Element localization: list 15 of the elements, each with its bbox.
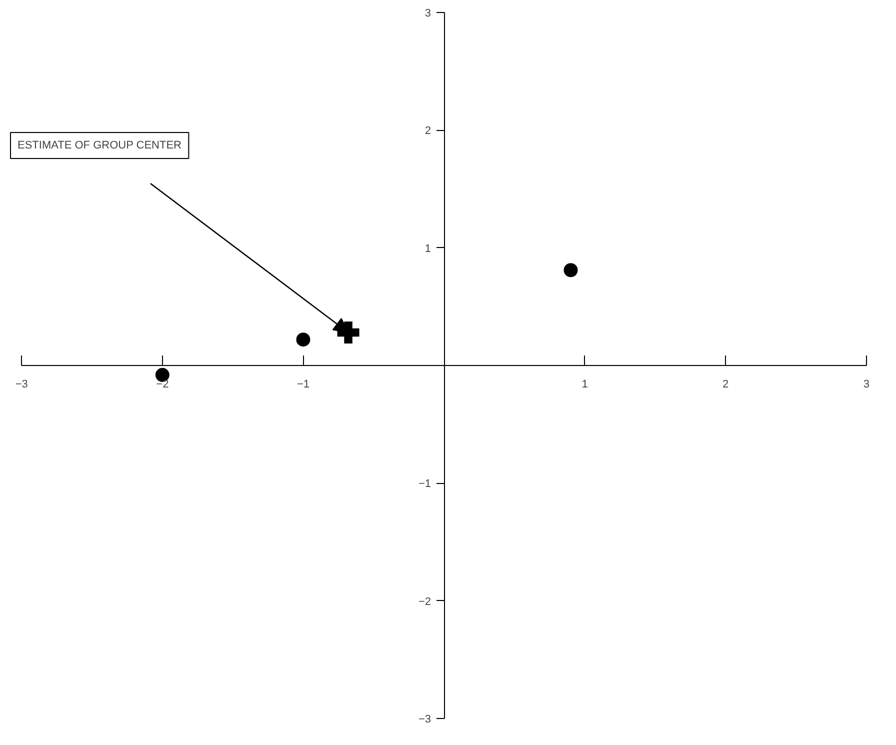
x-tick-label: −2 (156, 378, 169, 390)
y-tick-label: 3 (424, 7, 432, 20)
y-tick-label: −2 (418, 596, 432, 608)
x-tick-label: 3 (863, 378, 870, 390)
x-tick-label: −3 (15, 378, 28, 390)
y-tick-label: −1 (418, 478, 432, 490)
point (564, 263, 578, 278)
annotation: ESTIMATE OF GROUP CENTER (18, 140, 182, 152)
y-tick-label: −3 (418, 714, 432, 726)
x-tick-label: 1 (582, 378, 588, 390)
x-tick-label: −1 (296, 378, 310, 390)
y-tick-label: 1 (424, 242, 432, 255)
y-tick-label: 2 (424, 125, 432, 138)
point (296, 332, 310, 347)
x-tick-label: 2 (722, 378, 729, 390)
